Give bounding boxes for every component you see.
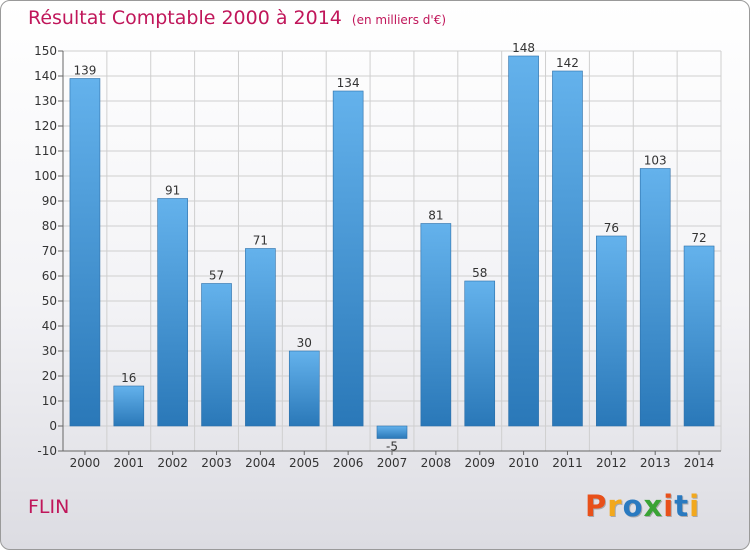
bar-2002 bbox=[157, 198, 188, 427]
y-tick-label: 140 bbox=[34, 69, 57, 83]
bar-2014 bbox=[683, 245, 715, 427]
bars bbox=[69, 55, 715, 439]
x-tick-label-2007: 2007 bbox=[377, 456, 408, 470]
data-label-2006: 134 bbox=[337, 76, 360, 90]
x-tick-label-2013: 2013 bbox=[640, 456, 671, 470]
y-tick-label: 0 bbox=[49, 419, 57, 433]
bar-2005 bbox=[288, 350, 320, 427]
bar-2004 bbox=[245, 248, 276, 427]
title-unit: (en milliers d'€) bbox=[351, 13, 447, 27]
chart-title: Résultat Comptable 2000 à 2014 (en millie… bbox=[28, 7, 446, 29]
logo-letter: i bbox=[689, 489, 701, 523]
y-tick-label: 90 bbox=[42, 194, 57, 208]
x-tick-label-2004: 2004 bbox=[245, 456, 276, 470]
logo-letter: t bbox=[674, 489, 690, 523]
y-tick-label: 40 bbox=[42, 319, 57, 333]
y-tick-label: 100 bbox=[34, 169, 57, 183]
y-tick-label: 120 bbox=[34, 119, 57, 133]
logo-letter: x bbox=[643, 489, 664, 523]
y-tick-label: 50 bbox=[42, 294, 57, 308]
data-label-2005: 30 bbox=[297, 336, 312, 350]
data-label-2007: -5 bbox=[386, 440, 398, 454]
y-tick-label: 30 bbox=[42, 344, 57, 358]
y-tick-label: 20 bbox=[42, 369, 57, 383]
data-label-2014: 72 bbox=[691, 231, 706, 245]
x-tick-label-2012: 2012 bbox=[596, 456, 627, 470]
y-tick-label: -10 bbox=[37, 444, 57, 458]
y-tick-label: 110 bbox=[34, 144, 57, 158]
x-tick-label-2008: 2008 bbox=[421, 456, 452, 470]
y-tick-label: 130 bbox=[34, 94, 57, 108]
bar-2013 bbox=[639, 168, 671, 427]
x-tick-label-2003: 2003 bbox=[201, 456, 232, 470]
data-label-2001: 16 bbox=[121, 371, 136, 385]
data-label-2011: 142 bbox=[556, 56, 579, 70]
data-label-2000: 139 bbox=[73, 64, 96, 78]
y-tick-label: 60 bbox=[42, 269, 57, 283]
data-label-2009: 58 bbox=[472, 266, 487, 280]
data-label-2008: 81 bbox=[428, 209, 443, 223]
logo-letter: i bbox=[663, 489, 675, 523]
logo-letter: P bbox=[585, 489, 608, 523]
data-label-2004: 71 bbox=[253, 234, 268, 248]
bar-2010 bbox=[508, 55, 539, 427]
proxiti-logo: Proxiti bbox=[585, 489, 700, 523]
data-label-2013: 103 bbox=[644, 154, 667, 168]
x-tick-label-2014: 2014 bbox=[684, 456, 715, 470]
bar-2011 bbox=[552, 70, 583, 427]
x-tick-label-2002: 2002 bbox=[157, 456, 188, 470]
bar-2007 bbox=[376, 425, 408, 439]
y-tick-label: 70 bbox=[42, 244, 57, 258]
x-tick-label-2010: 2010 bbox=[508, 456, 539, 470]
data-label-2002: 91 bbox=[165, 184, 180, 198]
bar-2006 bbox=[332, 90, 364, 427]
data-labels: 139 16 91 57 71 30 134 -5 81 58 148 142 76 103 72 bbox=[73, 41, 706, 454]
x-tick-label-2006: 2006 bbox=[333, 456, 364, 470]
commune-name: FLIN bbox=[28, 496, 70, 518]
logo-letter: r bbox=[607, 489, 623, 523]
y-tick-label: 80 bbox=[42, 219, 57, 233]
x-tick-label-2001: 2001 bbox=[114, 456, 145, 470]
x-tick-label-2011: 2011 bbox=[552, 456, 583, 470]
bar-2009 bbox=[464, 280, 496, 427]
bar-2001 bbox=[113, 385, 145, 427]
y-tick-label: 10 bbox=[42, 394, 57, 408]
bar-2008 bbox=[420, 223, 452, 427]
bar-2003 bbox=[201, 283, 232, 427]
axes: -10 0 10 20 30 40 50 60 70 80 90 100 110 120 130 140 150… bbox=[34, 44, 721, 470]
bar-2012 bbox=[596, 235, 627, 427]
data-label-2012: 76 bbox=[604, 221, 619, 235]
x-tick-label-2009: 2009 bbox=[464, 456, 495, 470]
data-label-2010: 148 bbox=[512, 41, 535, 55]
y-tick-label: 150 bbox=[34, 44, 57, 58]
x-tick-label-2005: 2005 bbox=[289, 456, 320, 470]
data-label-2003: 57 bbox=[209, 269, 224, 283]
title-text: Résultat Comptable 2000 à 2014 bbox=[28, 7, 342, 29]
x-tick-label-2000: 2000 bbox=[70, 456, 101, 470]
logo-letter: o bbox=[622, 489, 644, 523]
bar-2000 bbox=[69, 78, 101, 427]
